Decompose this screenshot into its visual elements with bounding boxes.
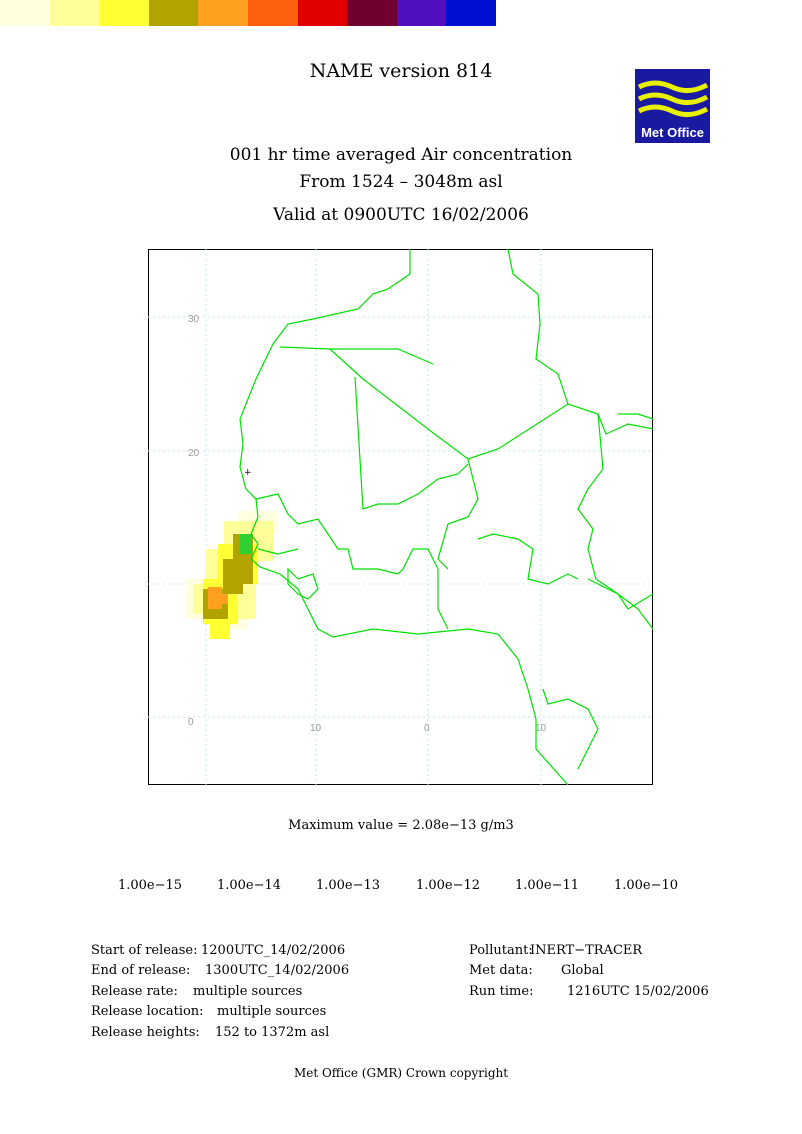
release-location-value: multiple sources [217, 1004, 327, 1019]
met-data-label: Met data: [469, 963, 533, 978]
colorbar-tick-2: 1.00e−14 [216, 878, 282, 893]
colorbar-tick-1: 1.00e−15 [117, 878, 183, 893]
colorbar-swatch-2 [49, 0, 100, 26]
lon-label-10w: 10 [310, 723, 322, 734]
colorbar-swatch-1 [0, 0, 50, 26]
end-release-label: End of release: [91, 963, 191, 978]
colorbar-swatch-7 [297, 0, 348, 26]
coastlines [239, 248, 654, 786]
colorbar-swatch-5 [198, 0, 248, 26]
colorbar [0, 0, 496, 26]
footer-copyright: Met Office (GMR) Crown copyright [293, 1066, 509, 1080]
colorbar-swatch-4 [148, 0, 199, 26]
release-heights-value: 152 to 1372m asl [215, 1025, 330, 1040]
colorbar-swatch-8 [347, 0, 397, 26]
colorbar-swatch-9 [396, 0, 447, 26]
release-location-label: Release location: [91, 1004, 204, 1019]
pollutant-label: Pollutant: [469, 943, 533, 958]
release-rate-label: Release rate: [91, 984, 178, 999]
run-time-value: 1216UTC 15/02/2006 [567, 984, 709, 999]
release-heights-label: Release heights: [91, 1025, 200, 1040]
lat-label-30: 30 [188, 314, 200, 325]
colorbar-tick-5: 1.00e−11 [514, 878, 580, 893]
lat-label-0: 0 [188, 717, 194, 728]
pollutant-value: INERT−TRACER [530, 943, 643, 958]
colorbar-tick-4: 1.00e−12 [415, 878, 481, 893]
colorbar-tick-6: 1.00e−10 [613, 878, 679, 893]
run-time-label: Run time: [469, 984, 534, 999]
colorbar-swatch-3 [99, 0, 149, 26]
source-marker: + [244, 468, 252, 478]
release-rate-value: multiple sources [193, 984, 303, 999]
subtitle-line-2: From 1524 – 3048m asl [299, 172, 503, 192]
graticule [148, 249, 653, 785]
end-release-value: 1300UTC_14/02/2006 [205, 963, 350, 978]
lat-label-20: 20 [188, 448, 200, 459]
colorbar-swatch-6 [247, 0, 298, 26]
lon-label-0: 0 [424, 723, 430, 734]
max-value-label: Maximum value = 2.08e−13 g/m3 [288, 818, 514, 833]
page-title: NAME version 814 [309, 60, 493, 82]
logo-text: Met Office [641, 125, 704, 140]
lon-label-10e: 10 [535, 723, 547, 734]
start-release-value: 1200UTC_14/02/2006 [201, 943, 346, 958]
concentration-map: 30 20 10 0 10 0 10 [148, 248, 654, 786]
colorbar-tick-3: 1.00e−13 [315, 878, 381, 893]
subtitle-line-1: 001 hr time averaged Air concentration [229, 145, 573, 165]
met-data-value: Global [561, 963, 604, 978]
start-release-label: Start of release: [91, 943, 198, 958]
valid-time: Valid at 0900UTC 16/02/2006 [273, 205, 529, 225]
colorbar-swatch-10 [446, 0, 496, 26]
met-office-logo: Met Office [635, 69, 710, 143]
plume [186, 511, 278, 639]
